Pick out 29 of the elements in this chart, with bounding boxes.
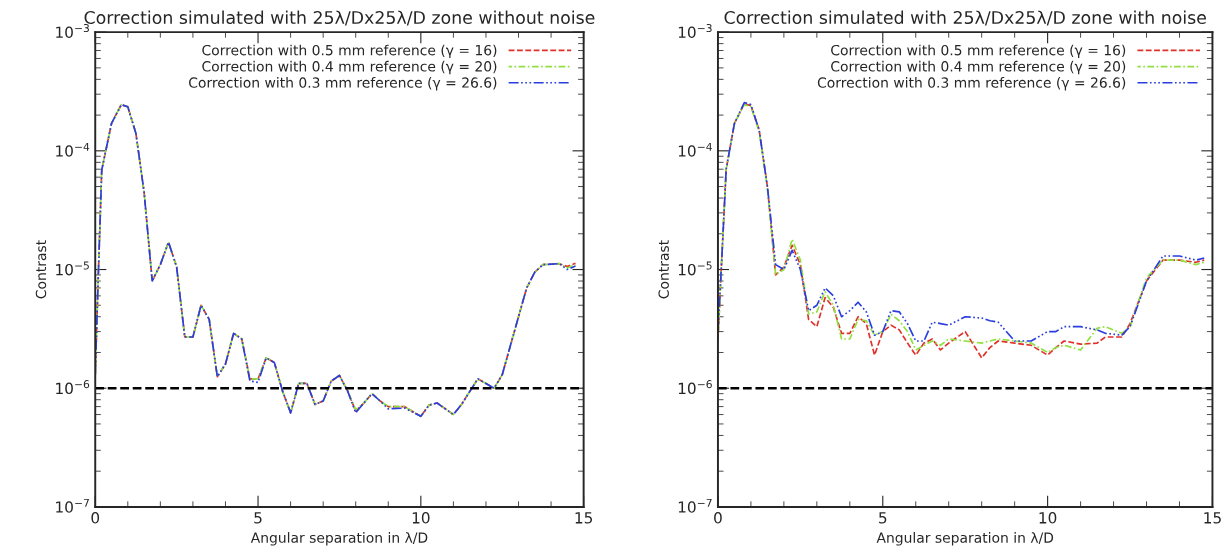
- chart-title: Correction simulated with 25λ/Dx25λ/D zone with noise: [724, 10, 1206, 26]
- y-tick-label: 10$^{−4}$: [678, 142, 712, 157]
- y-tick-label: 10$^{−6}$: [678, 380, 712, 395]
- legend-label: Correction with 0.4 mm reference (γ = 20): [831, 60, 1126, 75]
- y-tick-label: 10$^{−5}$: [56, 261, 89, 276]
- legend-label: Correction with 0.4 mm reference (γ = 20): [202, 60, 497, 75]
- x-tick-label: 10: [1039, 512, 1057, 524]
- x-tick-label: 5: [254, 512, 262, 524]
- y-tick-label: 10$^{−3}$: [56, 24, 89, 39]
- x-tick-label: 0: [714, 512, 722, 524]
- x-tick-label: 5: [879, 512, 887, 524]
- x-tick-label: 0: [91, 512, 100, 524]
- y-tick-label: 10$^{−7}$: [678, 498, 712, 513]
- y-tick-label: 10$^{−7}$: [56, 498, 89, 513]
- x-tick-label: 10: [412, 512, 430, 524]
- x-tick-label: 15: [575, 512, 593, 524]
- legend-label: Correction with 0.5 mm reference (γ = 16): [831, 44, 1126, 59]
- y-tick-label: 10$^{−5}$: [678, 261, 712, 276]
- legend-label: Correction with 0.3 mm reference (γ = 26.6): [817, 77, 1126, 91]
- y-axis-title: Contrast: [658, 240, 669, 299]
- x-axis-title: Angular separation in λ/D: [876, 532, 1054, 546]
- y-tick-label: 10$^{−4}$: [56, 142, 90, 157]
- legend-label: Correction with 0.5 mm reference (γ = 16): [202, 44, 497, 59]
- legend-label: Correction with 0.3 mm reference (γ = 26.6): [189, 77, 497, 91]
- y-axis-title: Contrast: [35, 240, 47, 299]
- x-axis-title: Angular separation in λ/D: [250, 532, 428, 546]
- x-tick-label: 15: [1204, 512, 1221, 524]
- y-tick-label: 10$^{−6}$: [56, 380, 90, 395]
- y-tick-label: 10$^{−3}$: [678, 24, 712, 39]
